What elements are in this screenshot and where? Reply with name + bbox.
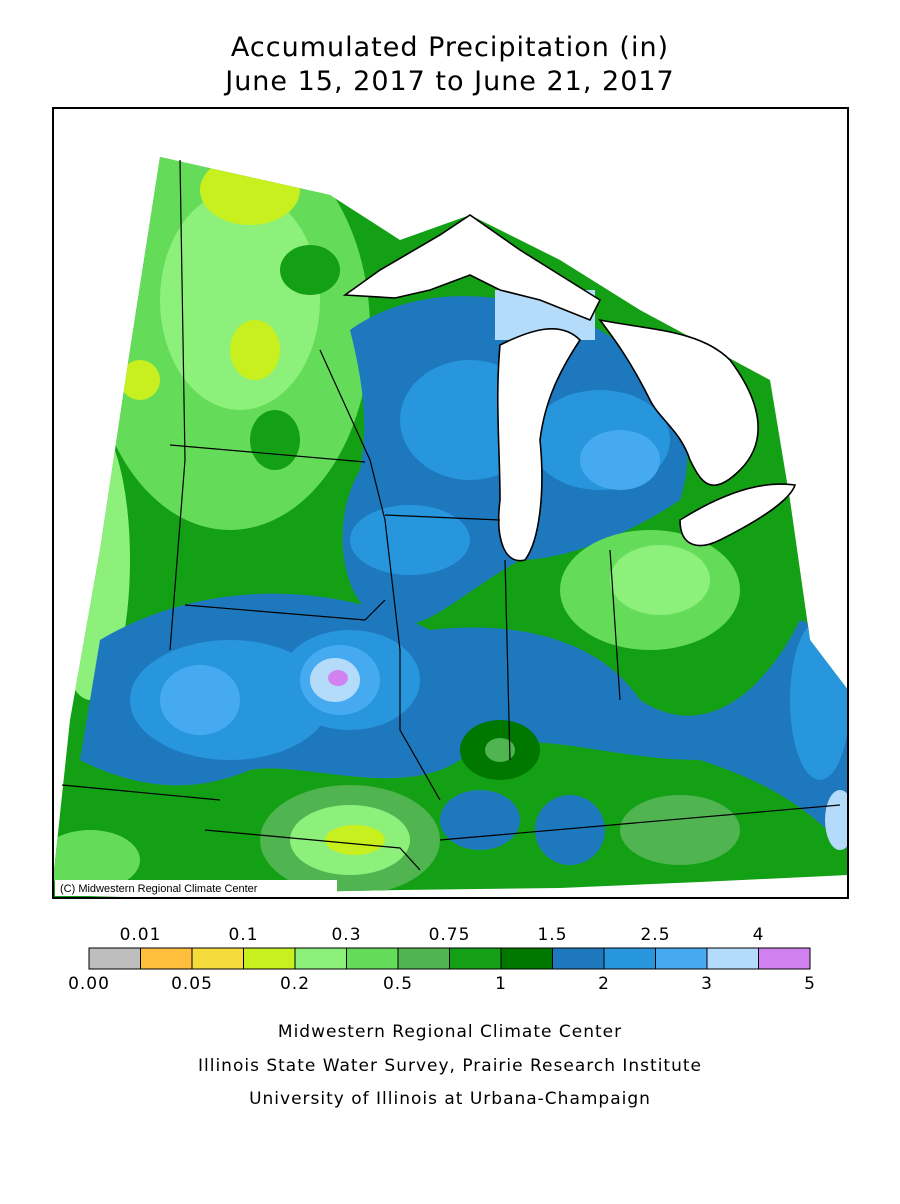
legend-swatch bbox=[655, 947, 708, 970]
legend-swatch bbox=[294, 947, 347, 970]
legend-label: 0.05 bbox=[171, 974, 213, 994]
legend-swatch bbox=[88, 947, 141, 970]
legend-swatch bbox=[140, 947, 193, 970]
lakes bbox=[342, 214, 797, 562]
legend-label: 2.5 bbox=[640, 925, 670, 945]
legend-label: 5 bbox=[804, 974, 816, 994]
footer-line: Illinois State Water Survey, Prairie Res… bbox=[198, 1056, 702, 1076]
footer-line: Midwestern Regional Climate Center bbox=[278, 1022, 622, 1042]
footer-line: University of Illinois at Urbana-Champai… bbox=[249, 1089, 651, 1109]
legend-label: 0.1 bbox=[228, 925, 258, 945]
legend-swatch bbox=[191, 947, 244, 970]
legend-label: 1.5 bbox=[537, 925, 567, 945]
legend: 0.00 0.01 0.05 0.1 0.2 0.3 0.5 0.75 1 1.5 2 2.5 3 4 5 bbox=[68, 925, 816, 994]
legend-swatch bbox=[397, 947, 450, 970]
legend-swatch bbox=[500, 947, 553, 970]
legend-swatch bbox=[346, 947, 399, 970]
legend-swatch bbox=[449, 947, 502, 970]
legend-swatch bbox=[758, 947, 811, 970]
map-frame bbox=[52, 107, 849, 899]
legend-label: 1 bbox=[495, 974, 507, 994]
subtitle: June 15, 2017 to June 21, 2017 bbox=[223, 66, 675, 97]
state-borders bbox=[61, 159, 841, 871]
legend-label: 2 bbox=[598, 974, 610, 994]
map-credit: (C) Midwestern Regional Climate Center bbox=[60, 883, 258, 895]
legend-swatch bbox=[603, 947, 656, 970]
legend-label: 3 bbox=[701, 974, 713, 994]
legend-label: 0.00 bbox=[68, 974, 110, 994]
legend-label: 0.3 bbox=[331, 925, 361, 945]
credit-box bbox=[55, 880, 337, 896]
legend-label: 0.01 bbox=[120, 925, 162, 945]
title: Accumulated Precipitation (in) bbox=[231, 32, 669, 63]
legend-label: 0.5 bbox=[383, 974, 413, 994]
legend-label: 0.75 bbox=[429, 925, 471, 945]
legend-label: 4 bbox=[753, 925, 765, 945]
legend-swatch bbox=[552, 947, 605, 970]
legend-swatch bbox=[706, 947, 759, 970]
legend-label: 0.2 bbox=[280, 974, 310, 994]
legend-swatch bbox=[243, 947, 296, 970]
